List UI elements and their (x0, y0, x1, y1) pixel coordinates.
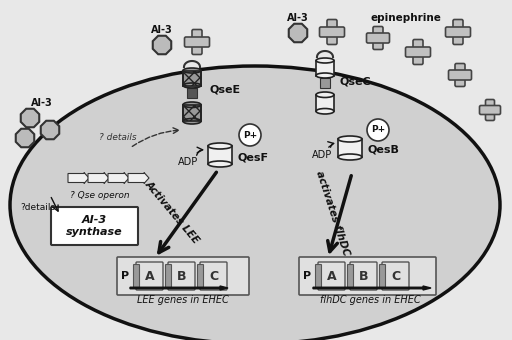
FancyBboxPatch shape (51, 207, 138, 245)
Ellipse shape (183, 102, 201, 107)
FancyBboxPatch shape (367, 33, 390, 43)
Text: ?details: ?details (20, 203, 56, 211)
Ellipse shape (316, 73, 334, 78)
Circle shape (239, 124, 261, 146)
Bar (338, 139, 362, 157)
FancyArrow shape (88, 172, 109, 184)
Text: P: P (121, 271, 129, 281)
FancyBboxPatch shape (485, 100, 495, 120)
Text: AI-3: AI-3 (31, 98, 53, 108)
FancyBboxPatch shape (198, 265, 203, 288)
FancyBboxPatch shape (382, 262, 409, 290)
Text: QesF: QesF (238, 152, 269, 162)
Text: ADP: ADP (312, 150, 332, 160)
Text: B: B (359, 270, 369, 283)
FancyBboxPatch shape (379, 265, 386, 288)
Text: P+: P+ (371, 125, 385, 135)
FancyArrow shape (108, 172, 129, 184)
FancyBboxPatch shape (165, 265, 172, 288)
FancyBboxPatch shape (200, 262, 227, 290)
FancyBboxPatch shape (480, 105, 501, 115)
FancyArrow shape (68, 172, 89, 184)
Text: A: A (327, 270, 337, 283)
Polygon shape (153, 36, 171, 54)
Text: A: A (145, 270, 155, 283)
FancyBboxPatch shape (315, 265, 322, 288)
Ellipse shape (183, 68, 201, 73)
Ellipse shape (183, 83, 201, 88)
FancyBboxPatch shape (413, 39, 423, 65)
FancyArrow shape (130, 286, 228, 290)
Ellipse shape (338, 154, 362, 160)
FancyBboxPatch shape (449, 70, 472, 80)
Text: AI-3: AI-3 (287, 13, 309, 23)
FancyArrow shape (128, 172, 149, 184)
FancyBboxPatch shape (350, 262, 377, 290)
FancyBboxPatch shape (445, 27, 471, 37)
Text: AI-3
synthase: AI-3 synthase (66, 215, 122, 237)
FancyBboxPatch shape (453, 19, 463, 45)
Text: ADP: ADP (178, 157, 198, 167)
Ellipse shape (183, 119, 201, 124)
Bar (183, 70, 201, 85)
Circle shape (367, 119, 389, 141)
Text: QseE: QseE (210, 85, 241, 95)
Text: QseC: QseC (340, 77, 372, 87)
Text: P+: P+ (243, 131, 257, 139)
Text: ? details: ? details (99, 134, 137, 142)
FancyBboxPatch shape (318, 262, 345, 290)
Text: AI-3: AI-3 (151, 25, 173, 35)
Text: C: C (392, 270, 400, 283)
Text: ? Qse operon: ? Qse operon (70, 190, 130, 200)
FancyBboxPatch shape (455, 64, 465, 86)
Text: Activates LEE: Activates LEE (143, 179, 201, 245)
FancyBboxPatch shape (184, 37, 209, 47)
Ellipse shape (316, 92, 334, 98)
FancyBboxPatch shape (134, 265, 139, 288)
Ellipse shape (316, 108, 334, 114)
Polygon shape (16, 129, 34, 147)
FancyBboxPatch shape (192, 30, 202, 54)
Bar (208, 146, 232, 164)
FancyBboxPatch shape (319, 27, 345, 37)
Ellipse shape (208, 143, 232, 149)
Bar (187, 88, 197, 98)
FancyArrow shape (313, 286, 431, 290)
FancyBboxPatch shape (348, 265, 353, 288)
Ellipse shape (338, 136, 362, 142)
Bar (316, 61, 334, 75)
Text: QesB: QesB (368, 145, 400, 155)
Bar (183, 70, 201, 85)
Bar (183, 105, 201, 121)
Polygon shape (21, 109, 39, 127)
FancyBboxPatch shape (373, 27, 383, 50)
Bar (316, 95, 334, 111)
FancyBboxPatch shape (117, 257, 249, 295)
Text: B: B (177, 270, 187, 283)
Ellipse shape (208, 161, 232, 167)
Text: LEE genes in EHEC: LEE genes in EHEC (137, 295, 229, 305)
Ellipse shape (10, 66, 500, 340)
FancyBboxPatch shape (299, 257, 436, 295)
Text: activates flhDC: activates flhDC (314, 169, 351, 257)
Polygon shape (41, 121, 59, 139)
Text: P: P (303, 271, 311, 281)
FancyBboxPatch shape (136, 262, 163, 290)
Ellipse shape (316, 58, 334, 63)
Text: flhDC genes in EHEC: flhDC genes in EHEC (319, 295, 420, 305)
Polygon shape (289, 24, 307, 42)
FancyBboxPatch shape (406, 47, 431, 57)
Bar (183, 105, 201, 121)
Text: C: C (209, 270, 219, 283)
FancyBboxPatch shape (327, 19, 337, 45)
Text: epinephrine: epinephrine (371, 13, 441, 23)
FancyBboxPatch shape (168, 262, 195, 290)
Bar (320, 78, 330, 88)
